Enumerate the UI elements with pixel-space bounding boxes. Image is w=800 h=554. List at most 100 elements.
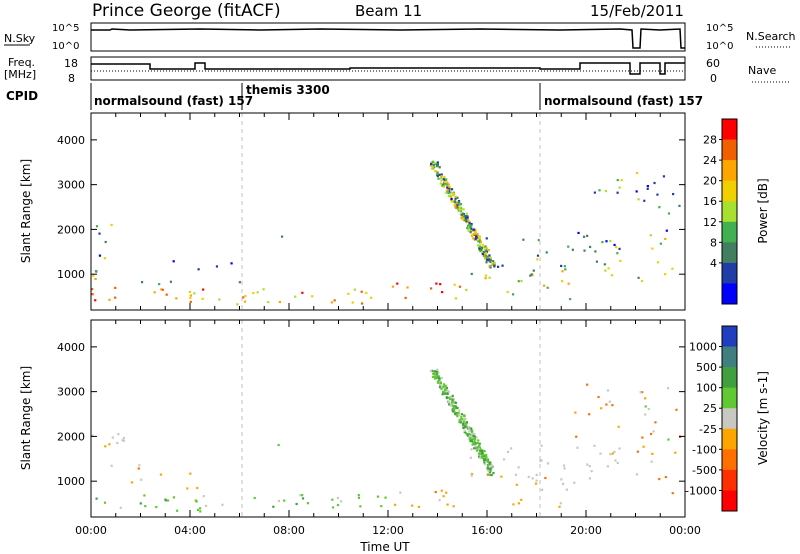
echo-cell: [351, 301, 354, 304]
echo-cell: [311, 295, 314, 298]
echo-cell: [108, 443, 111, 446]
echo-cell: [429, 162, 433, 166]
echo-cell: [272, 505, 275, 508]
echo-cell: [614, 459, 617, 462]
echo-cell: [481, 457, 484, 460]
echo-cell: [488, 468, 491, 471]
echo-cell: [672, 192, 675, 196]
echo-cell: [613, 450, 616, 454]
nsearch-tick-bottom: 10^0: [706, 41, 733, 52]
echo-cell: [470, 272, 473, 276]
echo-cell: [577, 231, 580, 235]
echo-cell: [459, 203, 463, 206]
echo-cell: [492, 471, 495, 475]
echo-cell: [445, 191, 448, 194]
echo-cell: [599, 452, 602, 455]
echo-cell: [465, 421, 469, 424]
echo-cell: [637, 276, 640, 279]
echo-cell: [444, 385, 447, 388]
echo-cell: [636, 171, 639, 175]
echo-cell: [561, 482, 565, 486]
echo-cell: [610, 274, 614, 277]
echo-cell: [448, 185, 451, 189]
echo-cell: [492, 260, 495, 263]
echo-cell: [609, 240, 612, 243]
echo-cell: [301, 497, 305, 500]
echo-cell: [116, 441, 119, 445]
echo-cell: [471, 433, 474, 436]
echo-cell: [193, 292, 196, 295]
echo-cell: [473, 435, 476, 438]
echo-cell: [597, 395, 600, 399]
echo-cell: [481, 451, 484, 454]
echo-cell: [479, 451, 482, 454]
echo-cell: [473, 228, 476, 231]
echo-cell: [534, 482, 538, 485]
echo-cell: [468, 430, 471, 433]
echo-cell: [437, 380, 440, 383]
echo-cell: [477, 452, 481, 455]
echo-cell: [575, 435, 578, 438]
echo-cell: [559, 502, 562, 505]
echo-cell: [484, 458, 487, 461]
echo-cell: [194, 499, 197, 502]
echo-cell: [470, 224, 473, 227]
echo-cell: [478, 244, 481, 247]
echo-cell: [482, 250, 486, 254]
echo-cell: [175, 297, 178, 300]
echo-cell: [438, 386, 442, 389]
colorbar-tick-label: 16: [703, 195, 717, 208]
ytick-label: 2000: [57, 223, 85, 236]
echo-cell: [458, 421, 461, 424]
echo-cell: [458, 414, 461, 417]
echo-cell: [215, 265, 219, 268]
echo-cell: [478, 239, 482, 242]
echo-cell: [618, 186, 621, 189]
echo-cell: [434, 370, 437, 373]
echo-cell: [475, 238, 478, 242]
echo-cell: [436, 161, 439, 164]
echo-cell: [474, 231, 477, 234]
echo-cell: [466, 226, 469, 230]
echo-cell: [91, 293, 94, 296]
echo-cell: [474, 446, 477, 450]
echo-cell: [456, 206, 459, 209]
echo-cell: [431, 161, 434, 164]
echo-cell: [442, 178, 445, 181]
echo-cell: [294, 295, 297, 298]
echo-cell: [438, 379, 441, 382]
echo-cell: [502, 458, 506, 461]
echo-cell: [646, 184, 649, 188]
echo-cell: [429, 369, 433, 373]
echo-cell: [586, 463, 589, 466]
colorbar-swatch: [722, 242, 737, 264]
echo-cell: [472, 437, 475, 440]
echo-cell: [447, 191, 450, 195]
echo-cell: [114, 296, 117, 299]
echo-cell: [435, 374, 439, 377]
echo-cell: [457, 411, 460, 415]
echo-cell: [438, 166, 441, 169]
echo-cell: [455, 413, 458, 416]
echo-cell: [404, 296, 407, 300]
echo-cell: [540, 444, 543, 447]
echo-cell: [451, 200, 455, 203]
echo-cell: [455, 406, 458, 410]
echo-cell: [469, 437, 472, 440]
echo-cell: [451, 410, 454, 413]
echo-cell: [202, 495, 205, 498]
colorbar-tick-label: 4: [710, 257, 717, 270]
echo-cell: [140, 478, 143, 481]
echo-cell: [569, 297, 572, 301]
echo-cell: [618, 247, 621, 250]
echo-cell: [562, 464, 566, 467]
echo-cell: [671, 267, 674, 270]
echo-cell: [357, 496, 361, 499]
echo-cell: [667, 387, 670, 390]
echo-cell: [574, 411, 577, 414]
echo-cell: [463, 425, 467, 428]
echo-cell: [478, 444, 481, 448]
echo-cell: [442, 183, 445, 186]
echo-cell: [477, 240, 480, 243]
echo-cell: [475, 232, 478, 236]
